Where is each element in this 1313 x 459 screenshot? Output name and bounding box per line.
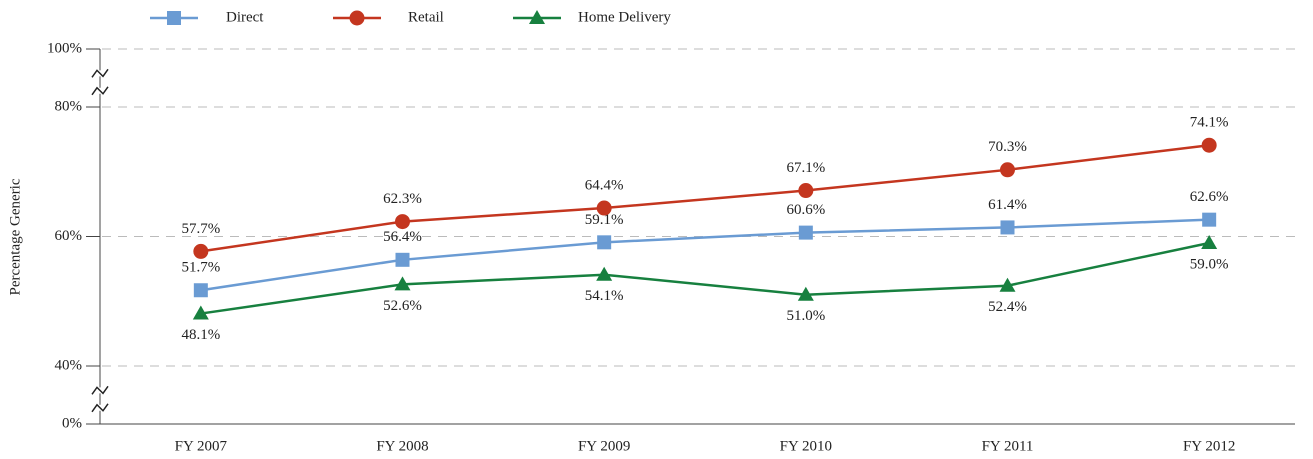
- legend-label: Retail: [408, 9, 444, 25]
- axis-break: [91, 385, 109, 395]
- data-label: 59.1%: [585, 212, 624, 228]
- axis-break: [91, 86, 109, 96]
- point: [1201, 137, 1217, 153]
- data-label: 61.4%: [988, 197, 1027, 213]
- x-tick-label: FY 2009: [578, 438, 630, 454]
- x-tick-label: FY 2010: [780, 438, 832, 454]
- data-label: 54.1%: [585, 288, 624, 304]
- legend-marker: [529, 10, 545, 24]
- x-tick-label: FY 2011: [982, 438, 1034, 454]
- series-line: [200, 218, 1210, 292]
- legend-marker: [349, 10, 365, 26]
- x-tick-label: FY 2012: [1183, 438, 1235, 454]
- point: [395, 214, 410, 230]
- series-line: [200, 241, 1210, 315]
- data-label: 74.1%: [1190, 115, 1229, 131]
- axis-break: [91, 403, 109, 413]
- data-label: 59.0%: [1190, 256, 1229, 272]
- legend-marker: [167, 11, 181, 25]
- data-label: 51.7%: [181, 260, 220, 276]
- y-tick-label: 40%: [55, 357, 83, 373]
- point: [999, 277, 1016, 292]
- point: [1000, 162, 1015, 178]
- y-axis-label: Percentage Generic: [7, 178, 23, 295]
- point: [797, 286, 814, 301]
- data-label: 70.3%: [988, 139, 1027, 155]
- point: [597, 235, 612, 250]
- point: [798, 183, 814, 199]
- point: [798, 225, 813, 240]
- data-label: 67.1%: [786, 160, 825, 176]
- point: [596, 200, 612, 216]
- legend-label: Home Delivery: [578, 9, 671, 25]
- point: [394, 276, 411, 291]
- y-tick-label: 60%: [55, 228, 83, 244]
- x-tick-label: FY 2008: [376, 438, 428, 454]
- data-label: 60.6%: [786, 202, 825, 218]
- point: [1000, 220, 1015, 235]
- point: [395, 252, 410, 267]
- data-label: 52.6%: [383, 298, 422, 314]
- data-label: 48.1%: [181, 327, 220, 343]
- y-tick-label: 0%: [62, 415, 82, 431]
- point: [1201, 234, 1218, 249]
- data-label: 64.4%: [585, 177, 624, 193]
- point: [193, 283, 208, 298]
- data-label: 52.4%: [988, 299, 1027, 315]
- point: [193, 243, 209, 259]
- y-tick-label: 100%: [47, 40, 82, 56]
- series-line: [200, 143, 1210, 253]
- data-label: 51.0%: [786, 308, 825, 324]
- y-tick-label: 80%: [55, 98, 83, 114]
- data-label: 56.4%: [383, 229, 422, 245]
- point: [596, 266, 613, 281]
- point: [1202, 212, 1217, 227]
- axis-break: [91, 68, 109, 78]
- point: [192, 305, 209, 320]
- data-label: 57.7%: [181, 221, 220, 237]
- data-label: 62.3%: [383, 191, 422, 207]
- legend-label: Direct: [226, 9, 264, 25]
- data-label: 62.6%: [1190, 189, 1229, 205]
- x-tick-label: FY 2007: [175, 438, 228, 454]
